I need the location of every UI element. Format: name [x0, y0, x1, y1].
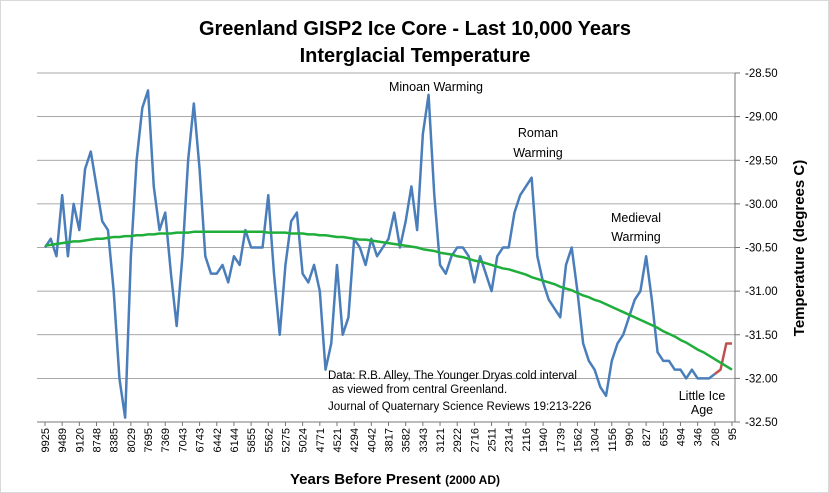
- x-tick-label: 346: [693, 428, 705, 446]
- x-tick-label: 2116: [521, 428, 533, 452]
- x-tick-label: 3121: [435, 428, 447, 452]
- x-tick-label: 8385: [109, 428, 121, 452]
- annotation: Warming: [513, 146, 563, 160]
- annotation: Medieval: [611, 211, 661, 225]
- x-tick-label: 8748: [92, 428, 104, 452]
- x-tick-label: 655: [658, 428, 670, 446]
- x-tick-label: 2716: [469, 428, 481, 452]
- annotation: Minoan Warming: [389, 80, 483, 94]
- chart-title: Greenland GISP2 Ice Core - Last 10,000 Y…: [199, 18, 631, 40]
- chart-title: Interglacial Temperature: [300, 45, 531, 67]
- x-tick-label: 1156: [607, 428, 619, 452]
- y-tick-label: -28.50: [745, 68, 778, 80]
- x-tick-label: 9925: [40, 428, 52, 452]
- x-tick-label: 2314: [504, 428, 516, 452]
- x-tick-label: 8029: [126, 428, 138, 452]
- annotation: Age: [691, 403, 713, 417]
- x-tick-label: 5855: [246, 428, 258, 452]
- source-note: Journal of Quaternary Science Reviews 19…: [328, 401, 591, 413]
- y-axis-title: Temperature (degrees C): [791, 160, 808, 336]
- x-tick-label: 1562: [572, 428, 584, 452]
- series-line: [43, 89, 716, 419]
- x-tick-label: 3817: [384, 428, 396, 452]
- source-note: as viewed from central Greenland.: [332, 384, 507, 396]
- x-tick-label: 2922: [452, 428, 464, 452]
- x-tick-label: 6144: [229, 428, 241, 452]
- x-tick-label: 3343: [418, 428, 430, 452]
- source-note: Data: R.B. Alley, The Younger Dryas cold…: [328, 370, 577, 382]
- series-line: [714, 342, 732, 376]
- x-axis-title-main: Years Before Present: [290, 471, 441, 488]
- x-axis-title: Years Before Present (2000 AD): [290, 471, 500, 488]
- x-tick-label: 2511: [487, 428, 499, 452]
- y-tick-label: -31.50: [745, 330, 778, 342]
- annotation: Warming: [611, 230, 661, 244]
- y-tick-label: -32.00: [745, 373, 778, 385]
- series-line: [44, 230, 733, 371]
- y-tick-label: -30.50: [745, 243, 778, 255]
- annotation: Roman: [518, 126, 558, 140]
- x-tick-label: 95: [727, 428, 739, 440]
- x-tick-label: 6442: [212, 428, 224, 452]
- x-tick-label: 4771: [315, 428, 327, 452]
- y-tick-label: -29.00: [745, 112, 778, 124]
- x-tick-label: 494: [675, 428, 687, 446]
- x-tick-label: 7369: [160, 428, 172, 452]
- x-tick-label: 5024: [298, 428, 310, 452]
- x-tick-label: 827: [641, 428, 653, 446]
- x-tick-label: 4294: [349, 428, 361, 452]
- x-tick-label: 5275: [280, 428, 292, 452]
- x-tick-label: 1940: [538, 428, 550, 452]
- x-tick-label: 9120: [74, 428, 86, 452]
- x-tick-label: 7695: [143, 428, 155, 452]
- annotation: Little Ice: [679, 389, 726, 403]
- y-tick-label: -32.50: [745, 417, 778, 429]
- x-axis-title-note: (2000 AD): [445, 473, 500, 487]
- y-tick-label: -29.50: [745, 155, 778, 167]
- x-tick-label: 3582: [401, 428, 413, 452]
- x-tick-label: 208: [710, 428, 722, 446]
- x-tick-label: 4521: [332, 428, 344, 452]
- x-tick-label: 7043: [177, 428, 189, 452]
- x-tick-label: 4042: [366, 428, 378, 452]
- y-tick-label: -30.00: [745, 199, 778, 211]
- x-tick-label: 1304: [590, 428, 602, 452]
- x-tick-label: 6743: [195, 428, 207, 452]
- x-tick-label: 5562: [263, 428, 275, 452]
- x-tick-label: 1739: [555, 428, 567, 452]
- x-tick-label: 9489: [57, 428, 69, 452]
- y-tick-label: -31.00: [745, 286, 778, 298]
- x-tick-label: 990: [624, 428, 636, 446]
